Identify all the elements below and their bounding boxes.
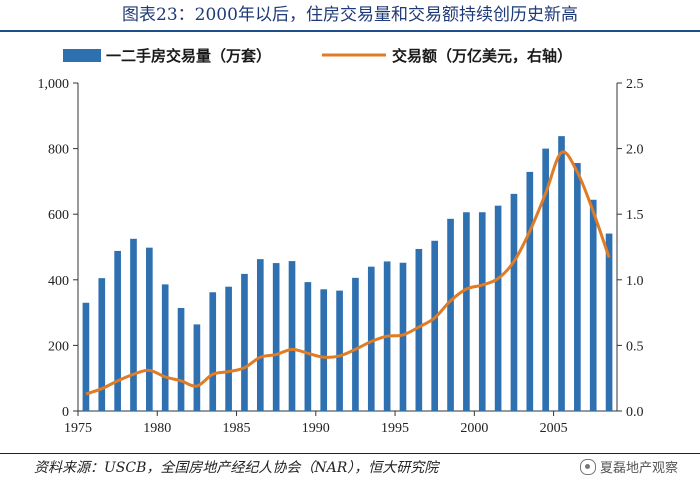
bar: [304, 282, 312, 411]
bar: [272, 263, 280, 411]
y-tick-label: 1,000: [38, 77, 70, 92]
line-series: [85, 150, 611, 396]
y-tick-label: 800: [48, 143, 69, 158]
y2-tick-label: 0.5: [626, 339, 644, 354]
bar: [589, 199, 597, 411]
x-tick-label: 2000: [460, 421, 488, 436]
bar: [558, 136, 565, 412]
bar: [478, 212, 486, 411]
bar: [193, 324, 201, 411]
bar: [463, 212, 470, 411]
watermark-text: 夏磊地产观察: [599, 461, 678, 476]
bar: [320, 289, 328, 411]
y2-tick-label: 2.5: [626, 77, 644, 92]
x-tick-label: 1995: [381, 421, 409, 436]
x-tick-label: 1990: [302, 421, 330, 436]
bar: [98, 278, 106, 411]
bar: [82, 302, 90, 411]
legend-bar-swatch: [63, 49, 101, 62]
y-tick-label: 600: [48, 208, 69, 223]
bar: [447, 218, 454, 411]
bar: [114, 250, 121, 411]
legend-label-volume: 一二手房交易量（万套）: [106, 47, 271, 65]
title-rule: [0, 30, 700, 32]
bar: [352, 277, 359, 411]
bar: [431, 240, 439, 411]
bar: [241, 273, 248, 411]
watermark-logo-icon: [579, 459, 596, 475]
bar: [605, 233, 613, 411]
bar: [510, 193, 518, 411]
bar: [177, 308, 185, 411]
bar: [399, 262, 407, 411]
watermark: 夏磊地产观察: [579, 457, 678, 476]
x-tick-label: 2005: [540, 421, 568, 436]
bar: [146, 247, 153, 411]
y-tick-label: 200: [48, 339, 69, 354]
chart-legend: 一二手房交易量（万套） 交易额（万亿美元，右轴）: [63, 47, 572, 65]
bar: [494, 205, 502, 411]
bar: [336, 290, 343, 411]
y2-tick-label: 1.5: [626, 208, 644, 223]
bar: [367, 266, 375, 411]
y2-tick-label: 2.0: [626, 143, 644, 158]
x-tick-label: 1975: [64, 421, 92, 436]
bar: [161, 284, 169, 411]
figure-title: 图表23：2000年以后，住房交易量和交易额持续创历史新高: [122, 5, 578, 25]
bar: [288, 261, 296, 411]
y-tick-label: 400: [48, 274, 69, 289]
x-tick-label: 1980: [143, 421, 171, 436]
bar: [526, 171, 534, 411]
bar: [415, 248, 423, 411]
chart-axes: 0 0.0 200 0.5 400 1.0 600 1.5 800 2.0 1,000 2.5 1975…: [38, 77, 644, 436]
source-note: 资料来源：USCB，全国房地产经纪人协会（NAR），恒大研究院: [34, 460, 439, 476]
legend-label-value: 交易额（万亿美元，右轴）: [392, 47, 572, 65]
bar-series: [82, 136, 613, 412]
y2-tick-label: 1.0: [626, 274, 644, 289]
bar: [130, 238, 137, 411]
bar: [256, 259, 264, 411]
bar: [209, 292, 217, 411]
bar: [542, 148, 549, 411]
y-tick-label: 0: [62, 405, 69, 420]
source-rule: [0, 453, 700, 454]
x-tick-label: 1985: [223, 421, 251, 436]
bar: [225, 286, 232, 411]
combo-chart: 一二手房交易量（万套） 交易额（万亿美元，右轴） 0 0.0 200 0.5 400 1.…: [38, 47, 644, 436]
y2-tick-label: 0.0: [626, 405, 644, 420]
value-line: [85, 150, 611, 396]
bar: [574, 163, 581, 411]
